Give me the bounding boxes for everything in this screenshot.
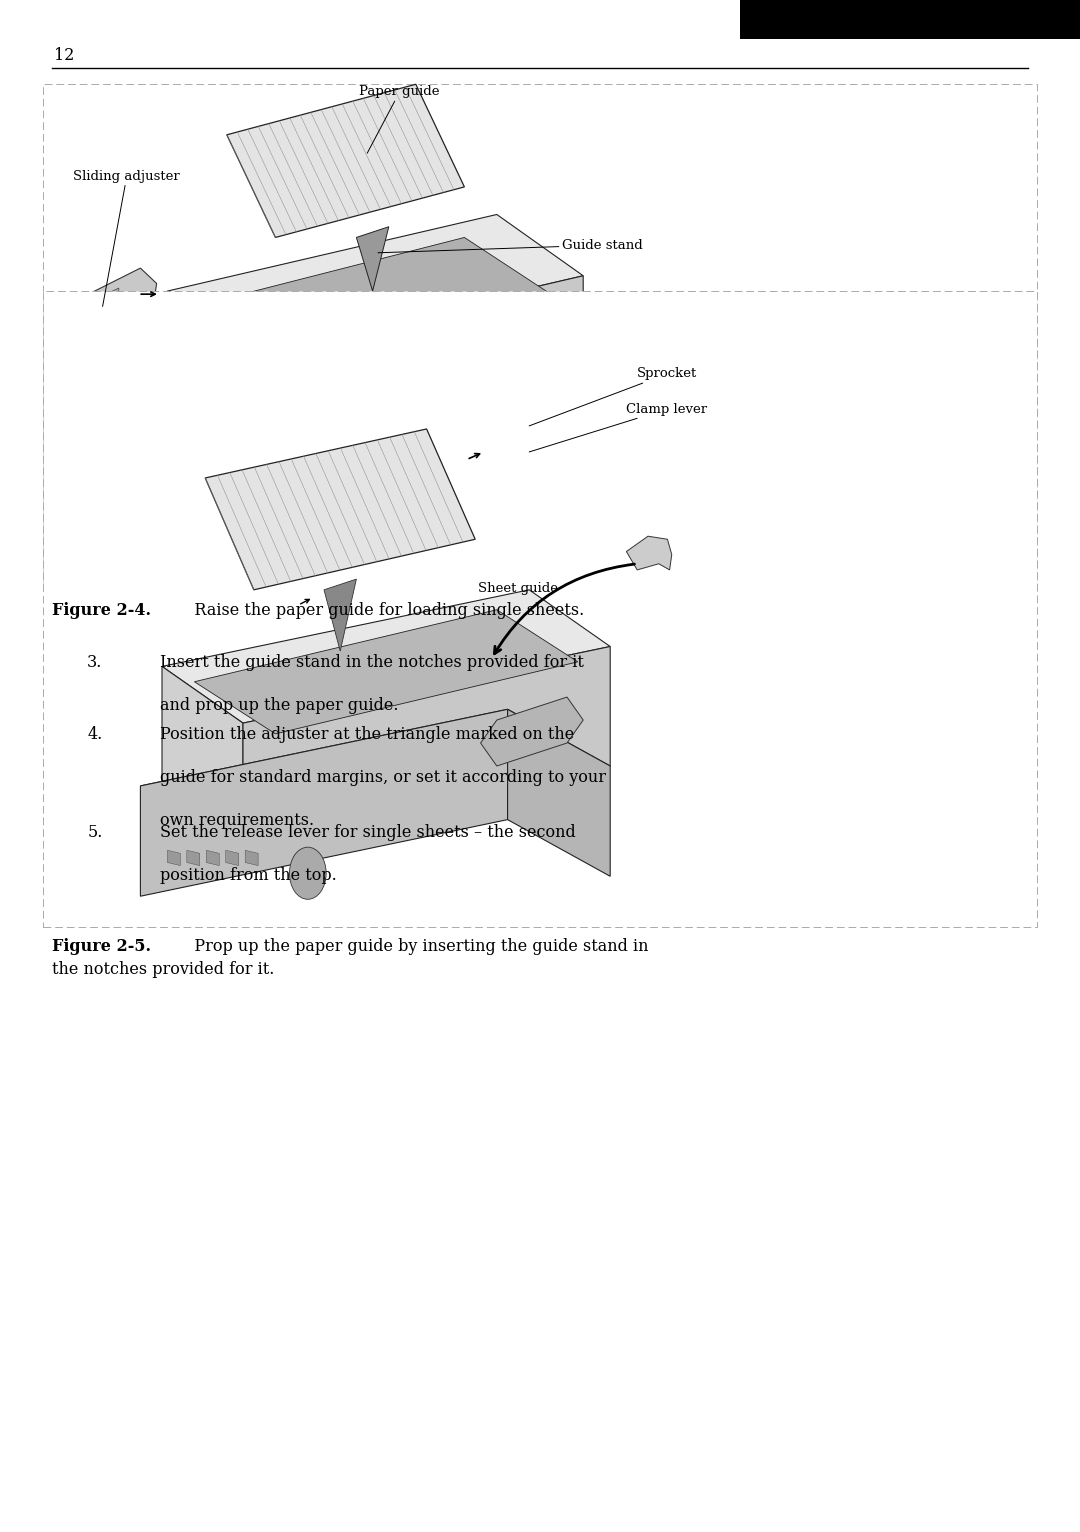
Text: 12: 12 bbox=[54, 47, 75, 64]
Polygon shape bbox=[206, 850, 219, 866]
Text: Sliding adjuster: Sliding adjuster bbox=[73, 170, 180, 306]
Polygon shape bbox=[245, 850, 258, 866]
Polygon shape bbox=[86, 288, 119, 329]
Text: 5.: 5. bbox=[87, 824, 103, 841]
Text: the notches provided for it.: the notches provided for it. bbox=[52, 961, 274, 977]
Text: 4.: 4. bbox=[87, 726, 103, 743]
Text: and prop up the paper guide.: and prop up the paper guide. bbox=[160, 697, 399, 714]
Circle shape bbox=[289, 847, 326, 899]
Polygon shape bbox=[243, 647, 610, 843]
Polygon shape bbox=[227, 84, 464, 237]
Text: 3.: 3. bbox=[87, 654, 103, 671]
Polygon shape bbox=[503, 417, 511, 432]
Polygon shape bbox=[515, 417, 523, 432]
Text: Paper guide: Paper guide bbox=[360, 86, 440, 153]
Polygon shape bbox=[539, 417, 546, 432]
Text: Figure 2-5.: Figure 2-5. bbox=[52, 938, 151, 954]
Polygon shape bbox=[237, 483, 249, 498]
Polygon shape bbox=[167, 850, 180, 866]
Polygon shape bbox=[194, 610, 578, 734]
Polygon shape bbox=[491, 417, 499, 432]
Polygon shape bbox=[205, 429, 475, 590]
Polygon shape bbox=[481, 697, 583, 766]
Text: Position the adjuster at the triangle marked on the: Position the adjuster at the triangle ma… bbox=[160, 726, 575, 743]
Polygon shape bbox=[151, 337, 583, 475]
Text: guide for standard margins, or set it according to your: guide for standard margins, or set it ac… bbox=[160, 769, 606, 786]
Polygon shape bbox=[140, 709, 508, 896]
Text: Guide stand: Guide stand bbox=[378, 239, 643, 253]
Polygon shape bbox=[356, 227, 389, 291]
Polygon shape bbox=[178, 483, 191, 498]
Polygon shape bbox=[626, 536, 672, 570]
Polygon shape bbox=[226, 850, 239, 866]
Polygon shape bbox=[475, 475, 578, 536]
Polygon shape bbox=[275, 483, 288, 498]
Polygon shape bbox=[167, 291, 254, 475]
Polygon shape bbox=[508, 709, 610, 876]
Text: Figure 2-4.: Figure 2-4. bbox=[52, 602, 151, 619]
Text: Set the release lever for single sheets – the second: Set the release lever for single sheets … bbox=[160, 824, 576, 841]
Polygon shape bbox=[475, 414, 567, 486]
Bar bbox=[740, 0, 1080, 38]
Circle shape bbox=[299, 475, 338, 530]
Polygon shape bbox=[481, 337, 583, 498]
Polygon shape bbox=[198, 483, 211, 498]
Polygon shape bbox=[140, 709, 610, 843]
Text: own requirements.: own requirements. bbox=[160, 812, 314, 829]
Polygon shape bbox=[324, 579, 356, 651]
Text: Insert the guide stand in the notches provided for it: Insert the guide stand in the notches pr… bbox=[160, 654, 583, 671]
Polygon shape bbox=[217, 483, 230, 498]
Polygon shape bbox=[459, 486, 616, 571]
Text: position from the top.: position from the top. bbox=[160, 867, 337, 884]
Polygon shape bbox=[162, 590, 610, 723]
Polygon shape bbox=[162, 666, 243, 843]
Polygon shape bbox=[254, 276, 583, 475]
Text: Sprocket: Sprocket bbox=[529, 368, 698, 426]
Polygon shape bbox=[151, 337, 481, 513]
FancyBboxPatch shape bbox=[43, 84, 1037, 590]
Text: Raise the paper guide for loading single sheets.: Raise the paper guide for loading single… bbox=[179, 602, 584, 619]
Polygon shape bbox=[187, 850, 200, 866]
Polygon shape bbox=[167, 214, 583, 352]
Text: Prop up the paper guide by inserting the guide stand in: Prop up the paper guide by inserting the… bbox=[179, 938, 649, 954]
Polygon shape bbox=[527, 417, 535, 432]
Text: Sheet guide: Sheet guide bbox=[478, 582, 558, 594]
Polygon shape bbox=[140, 437, 589, 574]
Polygon shape bbox=[256, 483, 269, 498]
Text: Clamp lever: Clamp lever bbox=[529, 403, 707, 452]
FancyBboxPatch shape bbox=[43, 291, 1037, 927]
Polygon shape bbox=[194, 237, 551, 363]
Polygon shape bbox=[65, 268, 157, 355]
Polygon shape bbox=[140, 513, 248, 585]
